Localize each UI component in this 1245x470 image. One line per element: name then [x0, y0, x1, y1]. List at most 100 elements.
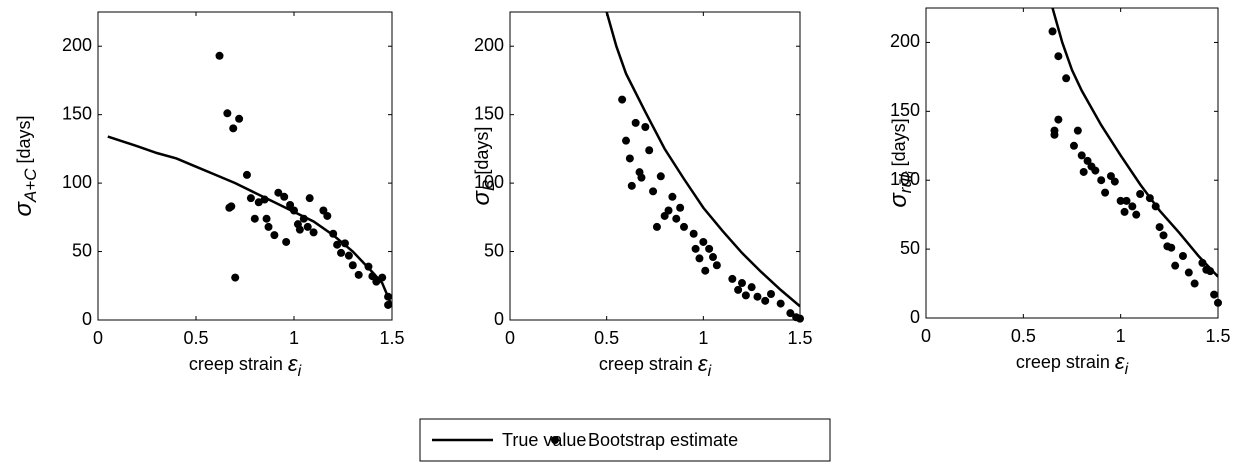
bootstrap-point: [637, 173, 646, 182]
bootstrap-point: [776, 299, 785, 308]
bootstrap-point: [1048, 27, 1057, 36]
y-label-unit: [days]: [472, 127, 492, 175]
x-tick-label: 0: [93, 328, 103, 348]
bootstrap-point: [274, 188, 283, 197]
y-label-symbol: σ: [10, 201, 37, 217]
x-label-symbol: ε: [1115, 349, 1125, 374]
bootstrap-point: [1122, 196, 1131, 205]
bootstrap-point: [786, 309, 795, 318]
y-tick-label: 0: [910, 307, 920, 327]
bootstrap-point: [260, 195, 269, 204]
plot-area: [926, 8, 1218, 318]
bootstrap-point: [1054, 115, 1063, 124]
bootstrap-point: [1210, 290, 1219, 299]
bootstrap-point: [323, 211, 332, 220]
bootstrap-point: [227, 202, 236, 211]
y-label-symbol: σ: [468, 189, 495, 205]
bootstrap-point: [1178, 252, 1187, 260]
bootstrap-point: [649, 187, 658, 196]
bootstrap-point: [1136, 190, 1145, 198]
bootstrap-point: [645, 146, 654, 155]
bootstrap-point: [618, 95, 627, 104]
bootstrap-point: [1050, 130, 1059, 139]
bootstrap-point: [627, 181, 636, 190]
bootstrap-point: [290, 206, 298, 215]
bootstrap-point: [329, 229, 338, 238]
bootstrap-point: [303, 222, 312, 231]
bootstrap-point: [1171, 261, 1180, 270]
bootstrap-point: [1097, 176, 1106, 185]
y-tick-label: 100: [890, 169, 920, 189]
bootstrap-point: [299, 214, 308, 223]
legend-swatch-dot: [551, 436, 559, 444]
bootstrap-point: [753, 292, 762, 301]
true-value-line: [605, 12, 800, 308]
bootstrap-point: [1198, 258, 1207, 267]
y-tick-label: 0: [82, 309, 92, 329]
bootstrap-point: [1073, 126, 1082, 135]
x-tick-label: 1.5: [379, 328, 404, 348]
bootstrap-point: [337, 248, 346, 257]
plot-area: [98, 12, 392, 320]
bootstrap-point: [691, 244, 700, 253]
x-tick-label: 0.5: [183, 328, 208, 348]
y-tick-label: 150: [62, 103, 92, 123]
x-label-subscript: i: [708, 363, 712, 380]
y-tick-label: 100: [474, 172, 504, 192]
x-axis-label: creep strain εi: [189, 351, 302, 380]
bootstrap-point: [1091, 166, 1100, 175]
x-tick-label: 0.5: [1011, 326, 1036, 346]
bootstrap-point: [625, 154, 634, 163]
x-label-symbol: ε: [698, 351, 708, 376]
bootstrap-point: [364, 262, 373, 271]
y-tick-label: 200: [62, 35, 92, 55]
bootstrap-point: [699, 237, 708, 246]
x-tick-label: 1.5: [1205, 326, 1230, 346]
axes-frame: [97, 11, 393, 321]
y-tick-label: 50: [72, 240, 92, 260]
y-label-subscript: rūl: [896, 173, 915, 193]
bootstrap-point: [348, 261, 357, 270]
bootstrap-point: [734, 285, 743, 294]
bootstrap-point: [728, 274, 737, 283]
bootstrap-point: [676, 203, 685, 212]
x-tick-label: 1: [1116, 326, 1126, 346]
bootstrap-point: [668, 192, 677, 201]
bootstrap-point: [709, 253, 717, 262]
bootstrap-point: [622, 136, 630, 145]
bootstrap-point: [641, 122, 650, 131]
bootstrap-point: [231, 273, 240, 282]
y-tick-label: 150: [474, 103, 504, 123]
x-axis-label: creep strain εi: [1016, 349, 1129, 378]
bootstrap-point: [1079, 167, 1088, 176]
y-label-subsubscript: i: [903, 170, 918, 174]
bootstrap-point: [652, 222, 661, 231]
x-tick-label: 1: [698, 328, 708, 348]
y-tick-label: 200: [890, 31, 920, 51]
bootstrap-point: [1206, 267, 1215, 276]
bootstrap-point: [738, 279, 746, 288]
bootstrap-point: [384, 292, 393, 301]
y-label-subscript: A+C: [21, 168, 40, 203]
axes-frame: [509, 11, 801, 321]
bootstrap-point: [680, 222, 688, 231]
bootstrap-point: [295, 225, 304, 234]
y-label-unit: [days]: [14, 115, 34, 163]
true-value-line: [1051, 8, 1218, 278]
bootstrap-point: [1151, 202, 1160, 211]
y-label-subscript: B: [479, 180, 498, 191]
x-label-symbol: ε: [288, 351, 298, 376]
bootstrap-point: [1069, 141, 1078, 150]
bootstrap-point: [1132, 210, 1141, 219]
y-tick-label: 0: [494, 309, 504, 329]
x-tick-label: 0: [921, 326, 931, 346]
bootstrap-point: [1190, 279, 1199, 288]
bootstrap-point: [1110, 177, 1119, 186]
bootstrap-point: [223, 109, 232, 118]
bootstrap-point: [235, 114, 244, 123]
y-label-symbol: σ: [885, 192, 912, 208]
bootstrap-point: [705, 244, 714, 253]
bootstrap-point: [656, 172, 665, 181]
bootstrap-point: [761, 296, 770, 305]
bootstrap-point: [282, 237, 291, 246]
